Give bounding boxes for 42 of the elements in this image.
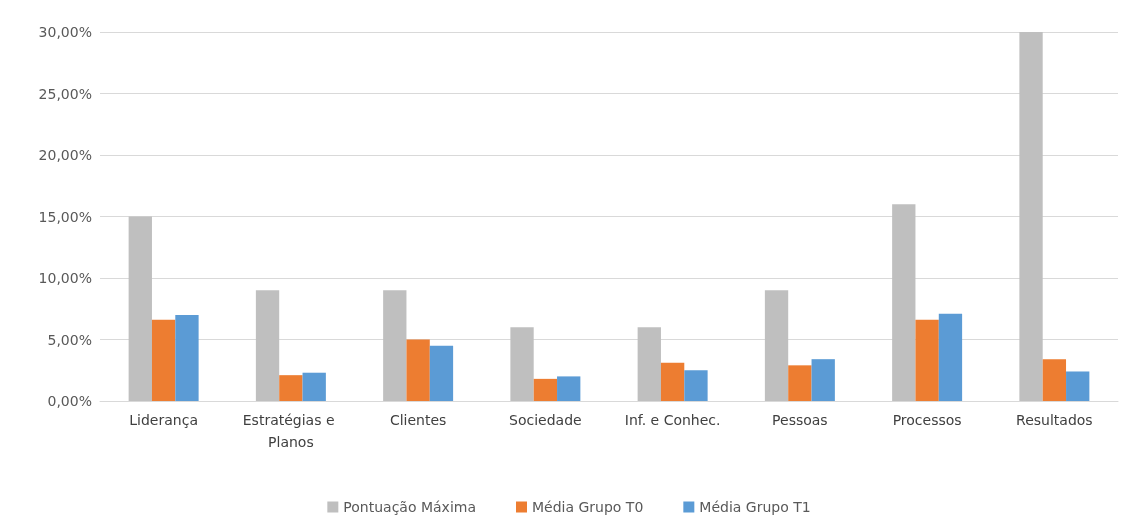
x-tick-label: Liderança: [129, 412, 198, 428]
bar: [151, 319, 176, 401]
bar: [938, 313, 963, 401]
bar: [406, 339, 430, 401]
bar: [429, 345, 454, 401]
y-tick-label: 10,00%: [38, 270, 92, 286]
y-tick-label: 15,00%: [38, 208, 92, 225]
bar: [302, 372, 326, 401]
x-tick-label: Pessoas: [772, 412, 828, 428]
bar: [255, 290, 280, 401]
y-tick-label: 5,00%: [47, 331, 92, 348]
x-tick-label: Clientes: [389, 412, 447, 428]
x-tick-label: Estratégias e Planos: [242, 412, 339, 450]
bar: [1066, 371, 1090, 401]
y-tick-label: 20,00%: [38, 147, 92, 163]
bar: [764, 290, 789, 401]
bar: [811, 359, 835, 401]
bar: [383, 290, 407, 401]
legend-label: Média Grupo T1: [699, 499, 811, 515]
bar: [892, 204, 916, 401]
bar: [175, 314, 199, 401]
bar: [915, 319, 939, 401]
bar: [637, 327, 661, 401]
bar: [128, 216, 152, 401]
y-tick-label: 0,00%: [47, 393, 92, 409]
bar: [510, 327, 534, 401]
bar: [788, 365, 812, 401]
x-tick-label: Sociedade: [509, 412, 582, 428]
x-tick-label: Resultados: [1016, 412, 1093, 428]
bar: [684, 370, 708, 401]
legend-label: Média Grupo T0: [532, 499, 644, 515]
bar: [557, 376, 581, 401]
bar: [660, 362, 685, 401]
bar: [533, 378, 558, 401]
bar: [1042, 359, 1067, 401]
y-tick-label: 25,00%: [38, 85, 92, 102]
legend-label: Pontuação Máxima: [343, 499, 476, 515]
y-tick-label: 30,00%: [38, 24, 92, 40]
bar: [279, 375, 303, 401]
x-tick-label: Processos: [892, 412, 962, 428]
bar: [1019, 32, 1043, 401]
x-tick-label: Inf. e Conhec.: [624, 412, 721, 428]
